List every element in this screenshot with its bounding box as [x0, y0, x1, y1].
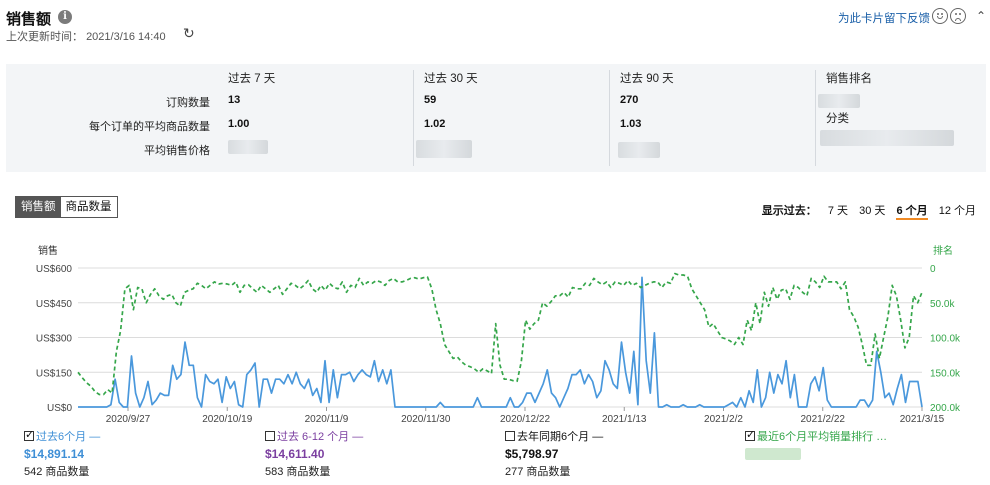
- last-updated: 上次更新时间： 2021/3/16 14:40: [6, 28, 166, 44]
- right-tick-label: 0: [930, 264, 936, 275]
- rank-value-redacted: [818, 94, 860, 108]
- right-tick-label: 150.0k: [930, 368, 961, 379]
- range-label: 显示过去：: [761, 205, 817, 217]
- legend-last-year: 去年同期6个月 — $5,798.97 277 商品数量: [505, 431, 604, 478]
- col-header-30d: 过去 30 天: [424, 73, 478, 85]
- avg-items-7d: 1.00: [228, 118, 250, 130]
- avg-price-30d-redacted: [416, 140, 472, 158]
- avg-items-30d: 1.02: [424, 118, 446, 130]
- rank-series-line: [77, 272, 923, 396]
- legend-value: $5,798.97: [505, 447, 559, 461]
- legend-label[interactable]: 最近6个月平均销量排行 …: [757, 431, 888, 443]
- refresh-icon[interactable]: ↻: [183, 25, 195, 41]
- legend-label[interactable]: 去年同期6个月: [517, 431, 590, 443]
- right-tick-label: 50.0k: [930, 299, 955, 310]
- x-tick-label: 2021/2/2: [704, 414, 743, 425]
- last-updated-time: 2021/3/16 14:40: [86, 31, 166, 43]
- divider: [413, 70, 414, 166]
- x-tick-label: 2020/10/19: [202, 414, 252, 425]
- avg-items-90d: 1.03: [620, 118, 642, 130]
- card-header: 销售额 i 上次更新时间： 2021/3/16 14:40 ↻ 为此卡片留下反馈…: [6, 6, 986, 46]
- legend-rank: 最近6个月平均销量排行 …: [745, 428, 887, 460]
- orders-30d: 59: [424, 94, 437, 106]
- x-tick-label: 2020/11/30: [401, 414, 451, 425]
- label-avg-items: 每个订单的平均商品数量: [89, 121, 210, 133]
- x-tick-label: 2020/11/9: [305, 414, 349, 425]
- col-header-7d: 过去 7 天: [228, 73, 276, 85]
- label-orders: 订购数量: [166, 97, 210, 109]
- x-tick-label: 2021/3/15: [900, 414, 945, 425]
- legend-units: 277 商品数量: [505, 466, 571, 478]
- legend-checkbox[interactable]: [24, 428, 34, 441]
- legend-last-6m: 过去6个月 — $14,891.14 542 商品数量: [24, 428, 100, 479]
- x-tick-label: 2020/9/27: [106, 414, 151, 425]
- sales-chart: 销售 排名 US$600 US$450 US$300 US$150 US$0 0 50.0k 10…: [0, 238, 990, 428]
- right-axis-title: 排名: [933, 244, 953, 257]
- sales-toggle-button[interactable]: 销售额: [16, 197, 61, 217]
- divider: [609, 70, 610, 166]
- legend-checkbox[interactable]: [505, 431, 515, 441]
- orders-7d: 13: [228, 94, 241, 106]
- label-avg-price: 平均销售价格: [144, 145, 210, 157]
- legend-units: 542 商品数量: [24, 466, 90, 478]
- info-icon[interactable]: i: [58, 10, 72, 24]
- chevron-up-icon[interactable]: ⌃: [975, 9, 986, 23]
- range-option-30d[interactable]: 30 天: [859, 205, 886, 217]
- legend-units: 583 商品数量: [265, 466, 331, 478]
- left-tick-label: US$0: [47, 403, 72, 414]
- legend-checkbox[interactable]: [265, 431, 275, 441]
- metrics-panel: 订购数量 每个订单的平均商品数量 平均销售价格 过去 7 天 13 1.00 过…: [6, 64, 986, 172]
- units-toggle-button[interactable]: 商品数量: [60, 197, 117, 217]
- rank-header: 销售排名: [826, 73, 872, 85]
- category-label: 分类: [826, 113, 849, 125]
- left-tick-label: US$450: [36, 299, 73, 310]
- chart-svg: 销售 排名 US$600 US$450 US$300 US$150 US$0 0 50.0k 10…: [36, 244, 961, 425]
- smiley-sad-icon[interactable]: [950, 8, 966, 24]
- left-axis-title: 销售: [38, 244, 58, 257]
- avg-price-7d-redacted: [228, 140, 268, 154]
- legend-value: $14,891.14: [24, 447, 85, 461]
- sales-series-line: [78, 276, 923, 408]
- metric-toggle: 销售额 商品数量: [15, 196, 118, 218]
- legend-6-12m: 过去 6-12 个月 — $14,611.40 583 商品数量: [265, 431, 364, 478]
- feedback-link[interactable]: 为此卡片留下反馈: [838, 13, 930, 25]
- left-tick-label: US$300: [36, 334, 73, 345]
- col-header-90d: 过去 90 天: [620, 73, 674, 85]
- category-value-redacted: [820, 130, 954, 146]
- last-updated-label: 上次更新时间：: [6, 31, 83, 43]
- smiley-happy-icon[interactable]: [932, 8, 948, 24]
- left-tick-label: US$600: [36, 264, 73, 275]
- x-tick-label: 2021/1/13: [602, 414, 647, 425]
- legend-value: $14,611.40: [265, 447, 325, 461]
- divider: [815, 70, 816, 166]
- x-tick-label: 2020/12/22: [500, 414, 550, 425]
- legend-label[interactable]: 过去6个月: [36, 431, 87, 443]
- x-tick-label: 2021/2/22: [801, 414, 846, 425]
- legend-rank-redacted: [745, 448, 801, 460]
- card-title: 销售额: [6, 11, 52, 28]
- right-tick-label: 100.0k: [930, 334, 961, 345]
- range-selector: 显示过去： 7 天 30 天 6 个月 12 个月: [761, 202, 976, 220]
- avg-price-90d-redacted: [618, 142, 660, 158]
- orders-90d: 270: [620, 94, 639, 106]
- legend-label[interactable]: 过去 6-12 个月: [277, 431, 350, 443]
- range-option-12m[interactable]: 12 个月: [938, 205, 976, 217]
- range-option-7d[interactable]: 7 天: [827, 205, 849, 217]
- range-option-6m[interactable]: 6 个月: [896, 205, 928, 220]
- left-tick-label: US$150: [36, 368, 73, 379]
- right-tick-label: 200.0k: [930, 403, 961, 414]
- legend-checkbox[interactable]: [745, 428, 755, 441]
